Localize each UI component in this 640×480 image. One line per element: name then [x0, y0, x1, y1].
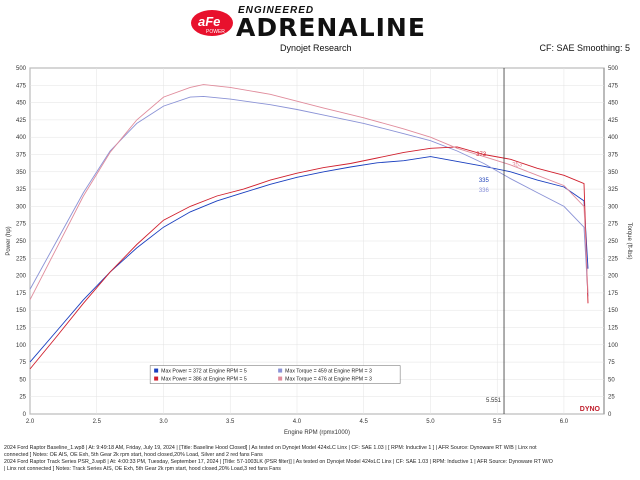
- y-tick-label-right: 325: [608, 187, 619, 193]
- x-tick-label: 3.0: [159, 419, 168, 425]
- x-tick-label: 5.5: [493, 419, 502, 425]
- y-tick-label-left: 450: [16, 101, 27, 107]
- run-info-line: 2024 Ford Raptor Track Series PSR_3.wp8 …: [4, 459, 553, 465]
- y-tick-label-right: 50: [608, 377, 615, 383]
- chart-header: aFe POWER ENGINEERED ADRENALINE: [0, 0, 640, 42]
- afe-logo-icon: aFe POWER: [191, 10, 233, 36]
- x-tick-label: 2.0: [26, 419, 35, 425]
- brand-logo: aFe POWER ENGINEERED ADRENALINE: [190, 4, 460, 42]
- legend-entry: Max Torque = 476 at Engine RPM = 3: [285, 377, 372, 383]
- x-tick-label: 2.5: [93, 419, 102, 425]
- y-axis-title-right: Torque (ft-lbs): [626, 222, 632, 259]
- y-tick-label-right: 475: [608, 83, 619, 89]
- legend-swatch: [154, 368, 159, 373]
- y-tick-label-right: 75: [608, 360, 615, 366]
- run-info-line: 2024 Ford Raptor Baseline_1.wp8 | At: 9:…: [4, 445, 537, 451]
- y-tick-label-right: 300: [608, 204, 619, 210]
- y-tick-label-right: 150: [608, 308, 619, 314]
- y-tick-label-left: 0: [23, 412, 27, 418]
- run-info-line: connected ] Notes: OE AIS, OE Exh, 5th G…: [4, 452, 263, 458]
- y-tick-label-right: 250: [608, 239, 619, 245]
- x-tick-label: 4.0: [293, 419, 302, 425]
- y-tick-label-right: 225: [608, 256, 619, 262]
- y-tick-label-right: 25: [608, 395, 615, 401]
- y-tick-label-left: 175: [16, 291, 27, 297]
- series-line: [29, 84, 589, 301]
- legend-swatch: [278, 376, 283, 381]
- y-tick-label-right: 450: [608, 101, 619, 107]
- y-tick-label-right: 500: [608, 66, 619, 72]
- y-tick-label-left: 350: [16, 170, 27, 176]
- legend-swatch: [278, 368, 283, 373]
- logo-text: aFe: [198, 14, 220, 29]
- y-tick-label-right: 375: [608, 153, 619, 159]
- correction-factor: CF: SAE Smoothing: 5: [539, 43, 630, 53]
- y-tick-label-left: 500: [16, 66, 27, 72]
- y-tick-label-left: 225: [16, 256, 27, 262]
- brand-tagline: ENGINEERED: [238, 5, 315, 16]
- x-tick-label: 5.0: [426, 419, 435, 425]
- logo-subtext: POWER: [206, 29, 225, 35]
- dynojet-mark: DYNO: [580, 406, 601, 413]
- x-tick-label: 6.0: [560, 419, 569, 425]
- dyno-title: Dynojet Research: [280, 43, 352, 53]
- y-tick-label-left: 25: [19, 395, 26, 401]
- rpm-cursor-label: 5.551: [486, 398, 502, 404]
- y-tick-label-left: 300: [16, 204, 27, 210]
- series-line: [29, 156, 589, 363]
- x-tick-label: 3.5: [226, 419, 235, 425]
- legend-box: [149, 365, 401, 384]
- y-tick-label-right: 400: [608, 135, 619, 141]
- run-info-baseline: 2024 Ford Raptor Baseline_1.wp8 | At: 9:…: [4, 445, 636, 473]
- y-tick-label-right: 275: [608, 222, 619, 228]
- y-tick-label-right: 125: [608, 326, 619, 332]
- legend-entry: Max Power = 372 at Engine RPM = 5: [161, 369, 247, 375]
- y-tick-label-left: 275: [16, 222, 27, 228]
- series-line: [29, 95, 589, 297]
- value-annotation: 373: [476, 152, 487, 158]
- y-tick-label-left: 125: [16, 326, 27, 332]
- legend-entry: Max Torque = 459 at Engine RPM = 3: [285, 369, 372, 375]
- y-tick-label-left: 100: [16, 343, 27, 349]
- y-tick-label-left: 150: [16, 308, 27, 314]
- y-tick-label-left: 375: [16, 153, 27, 159]
- y-tick-label-left: 325: [16, 187, 27, 193]
- y-tick-label-right: 350: [608, 170, 619, 176]
- y-tick-label-right: 425: [608, 118, 619, 124]
- y-tick-label-right: 200: [608, 274, 619, 280]
- x-tick-label: 4.5: [360, 419, 369, 425]
- brand-name: ADRENALINE: [236, 13, 426, 42]
- y-tick-label-left: 425: [16, 118, 27, 124]
- y-tick-label-left: 250: [16, 239, 27, 245]
- y-axis-title-left: Power (hp): [6, 226, 12, 255]
- y-tick-label-left: 75: [19, 360, 26, 366]
- legend-swatch: [154, 376, 159, 381]
- value-annotation: 336: [479, 188, 490, 194]
- value-annotation: 353: [512, 162, 523, 168]
- y-tick-label-left: 400: [16, 135, 27, 141]
- dyno-chart: 0 0 25 25 50 50 75 75 100 100 125 125 150 150 175 175 20…: [6, 66, 632, 436]
- y-tick-label-right: 100: [608, 343, 619, 349]
- run-info-line: | Linx not connected ] Notes: Track Seri…: [4, 466, 281, 472]
- x-axis-title: Engine RPM (rpmx1000): [284, 430, 350, 436]
- y-tick-label-right: 175: [608, 291, 619, 297]
- series-line: [29, 146, 589, 370]
- y-tick-label-left: 200: [16, 274, 27, 280]
- y-tick-label-left: 50: [19, 377, 26, 383]
- y-tick-label-right: 0: [608, 412, 612, 418]
- y-tick-label-left: 475: [16, 83, 27, 89]
- value-annotation: 335: [479, 178, 490, 184]
- legend-entry: Max Power = 386 at Engine RPM = 5: [161, 377, 247, 383]
